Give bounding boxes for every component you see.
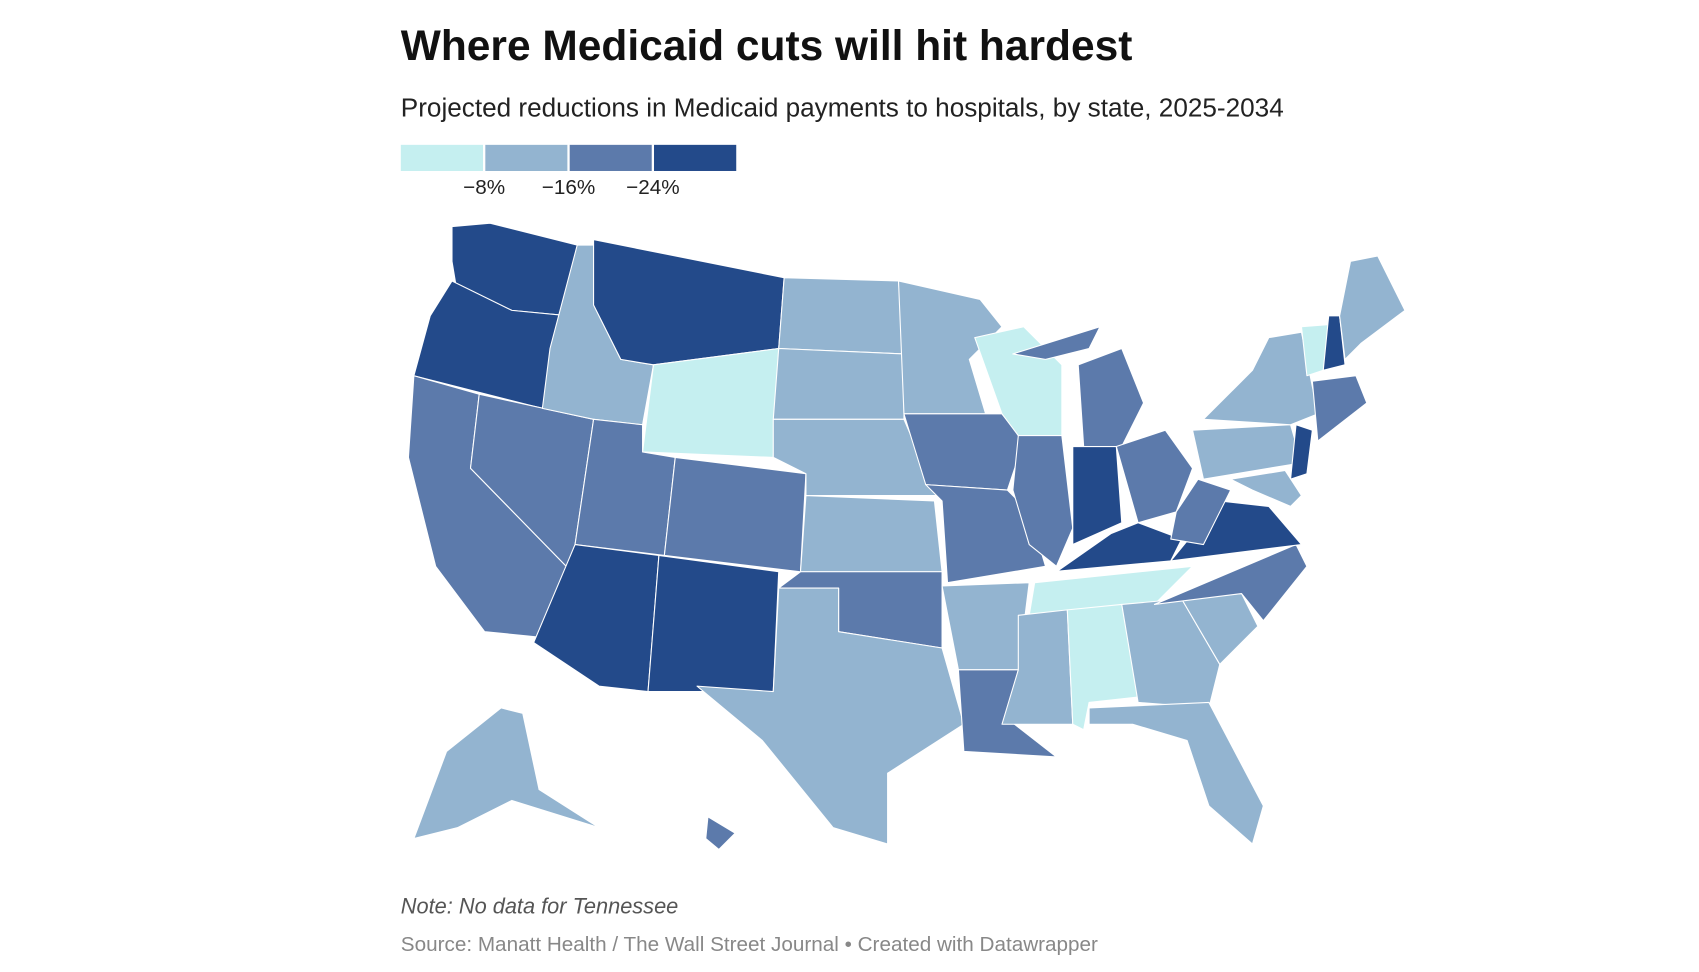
state (1001, 609, 1074, 725)
state (925, 484, 1047, 584)
state (778, 277, 905, 355)
title: Where Medicaid cuts will hit hardest (401, 22, 1133, 69)
state (941, 582, 1030, 671)
legend-swatch (400, 144, 484, 171)
legend-swatch (654, 144, 737, 171)
state (647, 554, 780, 693)
legend-tick-label: −16% (542, 176, 596, 199)
state (696, 587, 965, 845)
state (533, 543, 660, 693)
state (705, 816, 736, 851)
source: Source: Manatt Health / The Wall Street … (401, 933, 1098, 956)
state (663, 456, 807, 573)
state (642, 347, 780, 458)
state (1311, 375, 1368, 442)
state (1115, 429, 1194, 524)
state (1290, 424, 1313, 480)
state (1230, 469, 1303, 507)
note: Note: No data for Tennessee (401, 894, 679, 919)
legend-tick-label: −8% (463, 176, 505, 199)
legend: −8% −16% −24% (400, 144, 737, 199)
legend-swatch (569, 144, 652, 171)
subtitle: Projected reductions in Medicaid payment… (401, 93, 1284, 123)
state (1072, 445, 1123, 546)
state (1153, 543, 1308, 622)
legend-tick-label: −24% (626, 176, 680, 199)
state (1088, 701, 1264, 845)
legend-swatch (485, 144, 568, 171)
state (1012, 435, 1074, 567)
state (1202, 331, 1319, 426)
state (593, 239, 785, 366)
state (1012, 326, 1101, 360)
state (413, 707, 600, 840)
state (1339, 255, 1406, 360)
state (772, 347, 905, 420)
state (1077, 347, 1145, 448)
state (1322, 315, 1346, 371)
state (799, 494, 943, 573)
state (1170, 478, 1232, 546)
state-shapes (407, 222, 1406, 851)
